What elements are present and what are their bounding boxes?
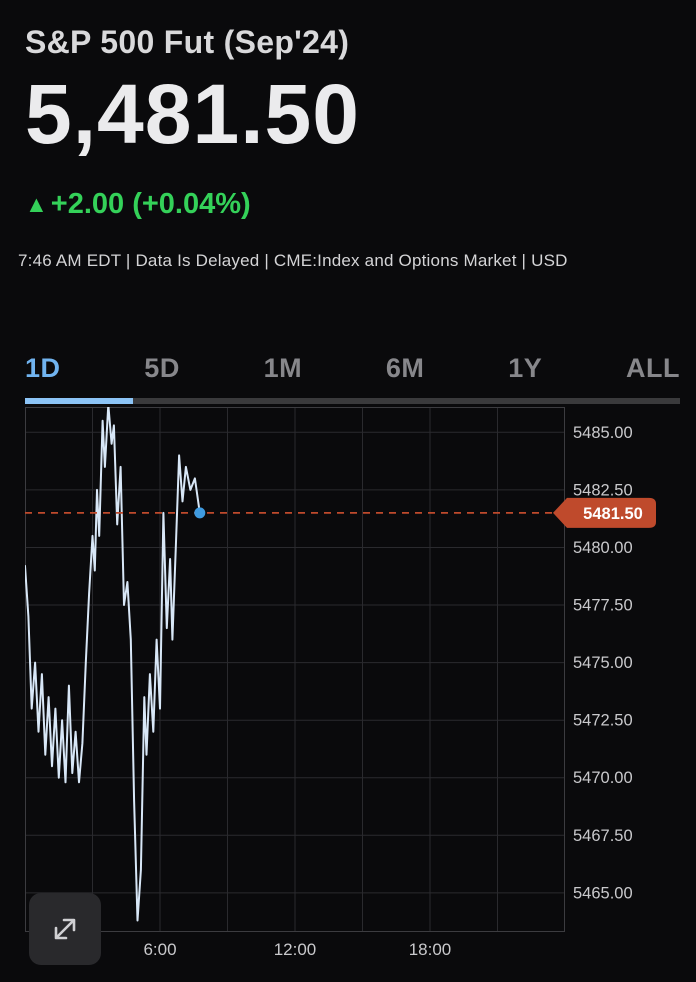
active-tab-indicator: [25, 398, 133, 404]
expand-chart-button[interactable]: [29, 893, 101, 965]
y-axis-labels: 5485.00 5482.50 5480.00 5477.50 5475.00 5472.…: [573, 424, 633, 903]
chart-gridlines: [25, 407, 565, 932]
price-line-series: [24, 403, 201, 922]
last-price-dot: [194, 507, 206, 519]
tab-track: [25, 398, 680, 404]
svg-text:12:00: 12:00: [274, 940, 317, 959]
svg-text:5475.00: 5475.00: [573, 654, 633, 672]
tab-5d[interactable]: 5D: [144, 353, 180, 383]
chart-section: 5485.00 5482.50 5480.00 5477.50 5475.00 5472.…: [24, 403, 696, 982]
quote-header: S&P 500 Fut (Sep'24) 5,481.50 ▲ +2.00 (+…: [0, 0, 696, 272]
page-title: S&P 500 Fut (Sep'24): [25, 24, 350, 60]
svg-text:5465.00: 5465.00: [573, 884, 633, 902]
range-tabs: 1D 5D 1M 6M 1Y ALL: [25, 350, 680, 386]
tab-1d[interactable]: 1D: [25, 353, 61, 383]
tab-1y[interactable]: 1Y: [508, 353, 543, 383]
up-triangle-icon: ▲: [25, 191, 48, 217]
svg-text:5467.50: 5467.50: [573, 827, 633, 845]
svg-text:5482.50: 5482.50: [573, 481, 633, 499]
tab-6m[interactable]: 6M: [385, 353, 425, 383]
price-change-value: +2.00 (+0.04%): [50, 188, 251, 220]
tab-1m[interactable]: 1M: [263, 353, 303, 383]
expand-icon: [54, 918, 76, 940]
svg-text:6:00: 6:00: [143, 940, 176, 959]
svg-text:5485.00: 5485.00: [573, 424, 633, 442]
current-price-badge: 5481.50: [553, 497, 656, 528]
svg-text:5481.50: 5481.50: [583, 505, 643, 523]
svg-text:18:00: 18:00: [409, 940, 452, 959]
svg-text:5472.50: 5472.50: [573, 712, 633, 730]
svg-text:5477.50: 5477.50: [573, 597, 633, 615]
x-axis-labels: 6:00 12:00 18:00: [143, 940, 451, 959]
price-chart[interactable]: 5485.00 5482.50 5480.00 5477.50 5475.00 5472.…: [24, 403, 696, 977]
svg-text:5480.00: 5480.00: [573, 539, 633, 557]
last-price: 5,481.50: [25, 67, 360, 161]
quote-meta: 7:46 AM EDT | Data Is Delayed | CME:Inde…: [18, 251, 568, 270]
price-change: ▲ +2.00 (+0.04%): [25, 188, 696, 220]
tab-all[interactable]: ALL: [626, 353, 680, 383]
svg-text:5470.00: 5470.00: [573, 769, 633, 787]
